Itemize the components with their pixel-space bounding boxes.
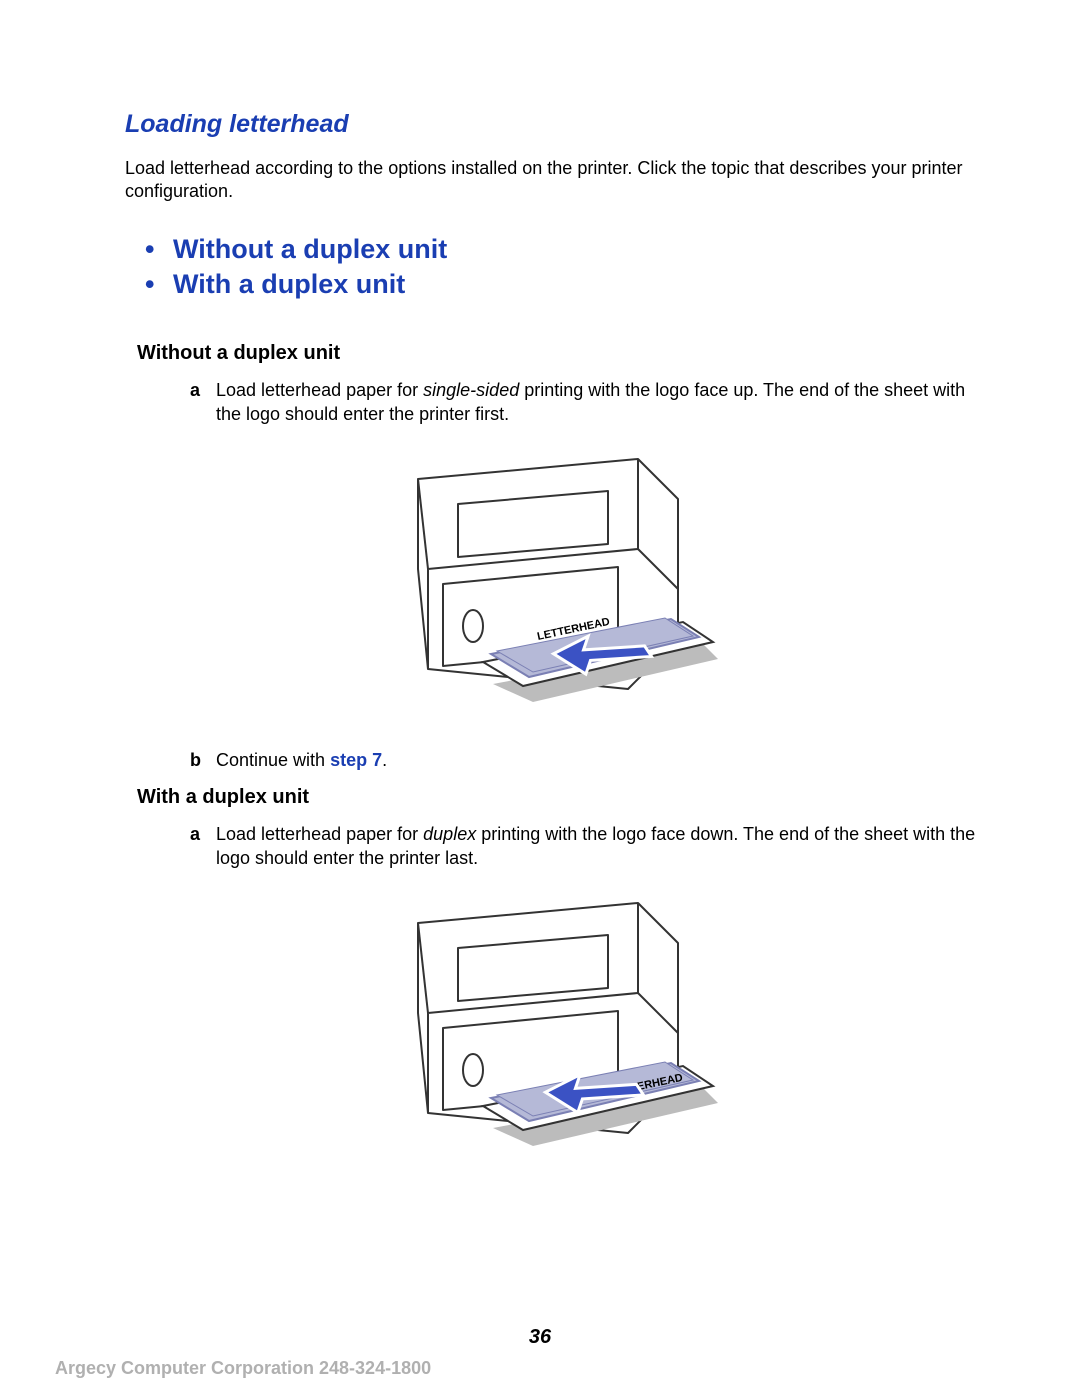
- step-text: Load letterhead paper for duplex printin…: [216, 823, 980, 870]
- step7-link[interactable]: step 7: [330, 750, 382, 770]
- printer-illustration-face-down-icon: LETTERHEAD: [373, 888, 733, 1158]
- without-step-a: a Load letterhead paper for single-sided…: [190, 379, 980, 426]
- subheading-without-duplex: Without a duplex unit: [137, 342, 980, 365]
- step-letter: b: [190, 749, 216, 772]
- figure-with-duplex: LETTERHEAD: [125, 888, 980, 1163]
- text: Load letterhead paper for: [216, 380, 423, 400]
- figure-without-duplex: LETTERHEAD: [125, 444, 980, 719]
- text: Load letterhead paper for: [216, 824, 423, 844]
- step-letter: a: [190, 823, 216, 870]
- step-letter: a: [190, 379, 216, 426]
- step-text: Continue with step 7.: [216, 749, 980, 772]
- document-page: Loading letterhead Load letterhead accor…: [0, 0, 1080, 1397]
- text-italic: duplex: [423, 824, 476, 844]
- topic-link-without-duplex[interactable]: Without a duplex unit: [145, 232, 960, 267]
- without-step-b: b Continue with step 7.: [190, 749, 980, 772]
- text: .: [382, 750, 387, 770]
- section-title: Loading letterhead: [125, 110, 980, 139]
- step-text: Load letterhead paper for single-sided p…: [216, 379, 980, 426]
- printer-illustration-face-up-icon: LETTERHEAD: [373, 444, 733, 714]
- with-step-a: a Load letterhead paper for duplex print…: [190, 823, 980, 870]
- intro-paragraph: Load letterhead according to the options…: [125, 157, 980, 202]
- topic-link-list: Without a duplex unit With a duplex unit: [125, 232, 980, 302]
- text: Continue with: [216, 750, 330, 770]
- footer-text: Argecy Computer Corporation 248-324-1800: [55, 1358, 431, 1379]
- topic-link-with-duplex[interactable]: With a duplex unit: [145, 267, 960, 302]
- text-italic: single-sided: [423, 380, 519, 400]
- subheading-with-duplex: With a duplex unit: [137, 786, 980, 809]
- page-number: 36: [0, 1326, 1080, 1349]
